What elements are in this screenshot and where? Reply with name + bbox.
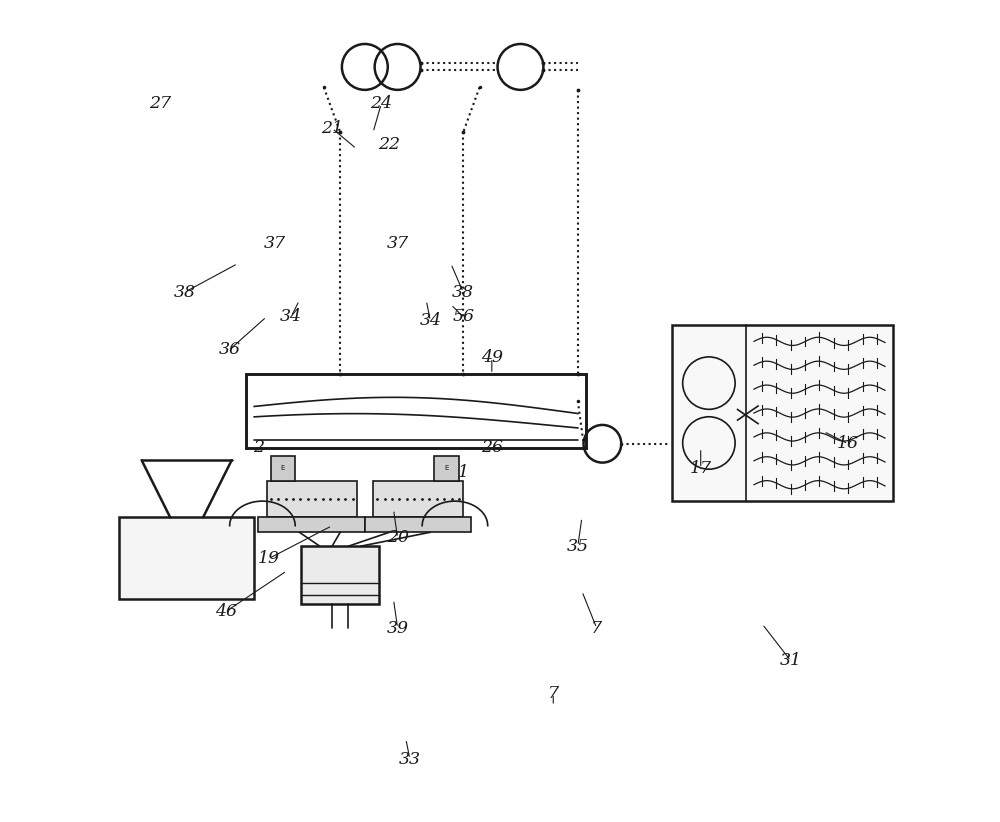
Bar [119, 518, 254, 599]
Bar [365, 518, 471, 532]
Bar [267, 481, 357, 518]
Text: 38: 38 [174, 284, 196, 301]
Text: 46: 46 [215, 603, 237, 621]
Bar [258, 518, 365, 532]
Text: 24: 24 [370, 95, 392, 113]
Text: 33: 33 [399, 750, 421, 768]
Text: 34: 34 [419, 312, 441, 330]
Text: E: E [445, 465, 449, 471]
Bar [434, 456, 459, 481]
Text: 17: 17 [690, 459, 712, 477]
Text: 22: 22 [378, 136, 400, 153]
Text: 35: 35 [567, 538, 589, 555]
Text: 37: 37 [387, 234, 409, 252]
Text: 27: 27 [149, 95, 171, 113]
Text: 26: 26 [481, 440, 503, 456]
Text: 21: 21 [321, 120, 343, 137]
Text: 2: 2 [253, 440, 264, 456]
Text: 39: 39 [387, 620, 409, 636]
Text: 7: 7 [548, 685, 559, 702]
Text: 16: 16 [837, 436, 859, 452]
Text: E: E [281, 465, 285, 471]
Text: 1: 1 [458, 464, 469, 481]
Text: 19: 19 [258, 550, 280, 567]
Text: 20: 20 [387, 529, 409, 547]
Bar [373, 481, 463, 518]
Text: 37: 37 [264, 234, 286, 252]
Bar [672, 325, 893, 501]
Text: 36: 36 [219, 341, 241, 358]
Text: 31: 31 [780, 653, 802, 669]
Bar [271, 456, 295, 481]
Bar [301, 546, 379, 603]
Text: 7: 7 [591, 620, 602, 636]
Bar [246, 374, 586, 448]
Text: 56: 56 [452, 308, 474, 326]
Text: 49: 49 [481, 349, 503, 367]
Text: 34: 34 [280, 308, 302, 326]
Text: 38: 38 [452, 284, 474, 301]
